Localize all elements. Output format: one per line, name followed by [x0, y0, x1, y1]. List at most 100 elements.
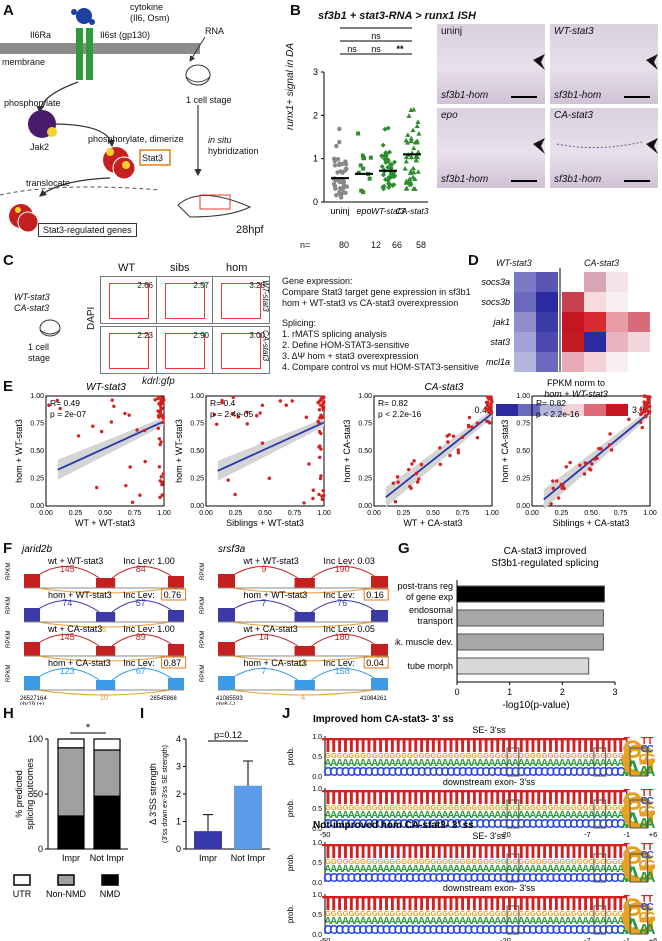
j-logo-letter: T: [386, 735, 398, 757]
j-logo-letter: T: [574, 841, 586, 863]
j-logo-letter: A: [639, 921, 650, 938]
j-logo-letter: C: [347, 765, 356, 779]
d-heat-cell: [628, 312, 650, 332]
c-one-cell: 1 cell: [28, 342, 50, 352]
e-point: [595, 456, 599, 460]
j-xtick: +6: [649, 936, 658, 941]
j-logo-letter: T: [457, 787, 469, 809]
j-logo-letter: T: [398, 735, 410, 757]
j-logo-letter: T: [615, 735, 627, 757]
e-point: [159, 475, 163, 479]
j-logo-letter: G: [512, 751, 518, 760]
f-junction-arc: [111, 600, 172, 613]
j-logo-letter: G: [454, 909, 460, 918]
b-point-epo: [361, 155, 366, 160]
j-logo-letter: T: [527, 841, 539, 863]
j-logo-letter: C: [423, 923, 432, 937]
j-logo-letter: G: [372, 857, 378, 866]
j-logo-letter: G: [448, 909, 454, 918]
j-logo-letter: C: [335, 871, 344, 885]
j-logo-letter: T: [647, 736, 653, 747]
j-logo-letter: A: [383, 864, 390, 875]
j-logo-letter: T: [375, 893, 387, 915]
j-logo-letter: G: [483, 803, 489, 812]
j-logo-letter: C: [610, 765, 619, 779]
j-logo-letter: C: [511, 817, 520, 831]
e-point: [451, 434, 456, 438]
j-logo-letter: T: [521, 841, 533, 863]
j-logo-letter: C: [353, 765, 362, 779]
photo-ca-title: CA-stat3: [554, 110, 593, 121]
e-fit-line: [57, 420, 165, 471]
b-point-ca: [407, 176, 413, 182]
h-legend-swatch: [57, 874, 75, 886]
b-point-ca: [402, 165, 408, 171]
c-col-hom: hom: [226, 262, 248, 274]
b-point-uninj: [337, 179, 342, 185]
j-logo-letter: C: [540, 817, 549, 831]
j-logo-letter: G: [419, 909, 425, 918]
j-logo-letter: G: [413, 751, 419, 760]
e-point: [318, 403, 323, 407]
e-point: [599, 447, 603, 451]
flow-wt-ca: 2.23: [100, 326, 158, 374]
j-logo-letter: C: [400, 765, 409, 779]
j-logo-letter: G: [495, 909, 501, 918]
j-logo-letter: C: [364, 817, 373, 831]
j-logo-letter: A: [430, 810, 437, 821]
n-wt: 66: [392, 240, 403, 250]
j-logo-letter: T: [375, 841, 387, 863]
j-ytick: 0.5: [312, 754, 322, 761]
j-logo-letter: A: [447, 758, 454, 769]
f-coverage: [371, 610, 388, 622]
e-point: [475, 436, 480, 440]
j-logo-letter: G: [638, 803, 650, 820]
j-logo-letter: A: [400, 916, 407, 927]
j-logo-letter: G: [436, 857, 442, 866]
j-logo-letter: A: [535, 810, 542, 821]
j-logo-letter: T: [562, 841, 574, 863]
j-logo-letter: G: [348, 803, 354, 812]
panel-label-c: C: [3, 252, 14, 269]
j-logo-letter: A: [436, 916, 443, 927]
j-logo-letter: A: [639, 763, 650, 780]
e-point: [302, 501, 306, 505]
j-logo-letter: G: [594, 803, 600, 812]
j-logo-letter: G: [436, 803, 442, 812]
i-ytick-label: 4: [176, 734, 181, 744]
b-point-uninj: [332, 183, 338, 189]
b-point-epo: [368, 155, 373, 160]
j-logo-letter: A: [471, 864, 478, 875]
b-point-ca: [403, 158, 409, 164]
e-point: [578, 463, 582, 468]
f-junction-arc: [231, 668, 299, 681]
j-logo-letter: A: [529, 758, 536, 769]
j-logo-letter: T: [339, 841, 351, 863]
jak2-label: Jak2: [30, 142, 50, 152]
j-xtick: -1: [623, 830, 630, 839]
j-logo-letter: T: [624, 842, 630, 853]
j-logo-letter: G: [612, 803, 618, 812]
j-logo-letter: A: [559, 758, 566, 769]
j-logo-letter: C: [476, 923, 485, 937]
j-ytick: 0.5: [312, 806, 322, 813]
j-logo-letter: A: [377, 810, 384, 821]
photo-uninj: uninj sf3b1-hom: [437, 24, 545, 104]
f-ylab: RPKM: [6, 563, 12, 580]
j-logo-letter: C: [394, 817, 403, 831]
d-heat-cell: [562, 272, 584, 292]
e-point: [231, 395, 235, 400]
j-logo-letter: T: [351, 841, 363, 863]
j-logo-letter: C: [534, 817, 543, 831]
j-logo-letter: T: [410, 841, 422, 863]
j-logo-letter: T: [398, 893, 410, 915]
j-logo-letter: A: [617, 758, 624, 769]
j-logo-letter: A: [348, 864, 355, 875]
e-ytick: 0.50: [30, 448, 44, 455]
j-logo-letter: C: [558, 817, 567, 831]
j-logo-letter: G: [378, 857, 384, 866]
e-point: [318, 455, 322, 460]
j-logo-letter: A: [354, 916, 361, 927]
d-heat-cell: [628, 332, 650, 352]
